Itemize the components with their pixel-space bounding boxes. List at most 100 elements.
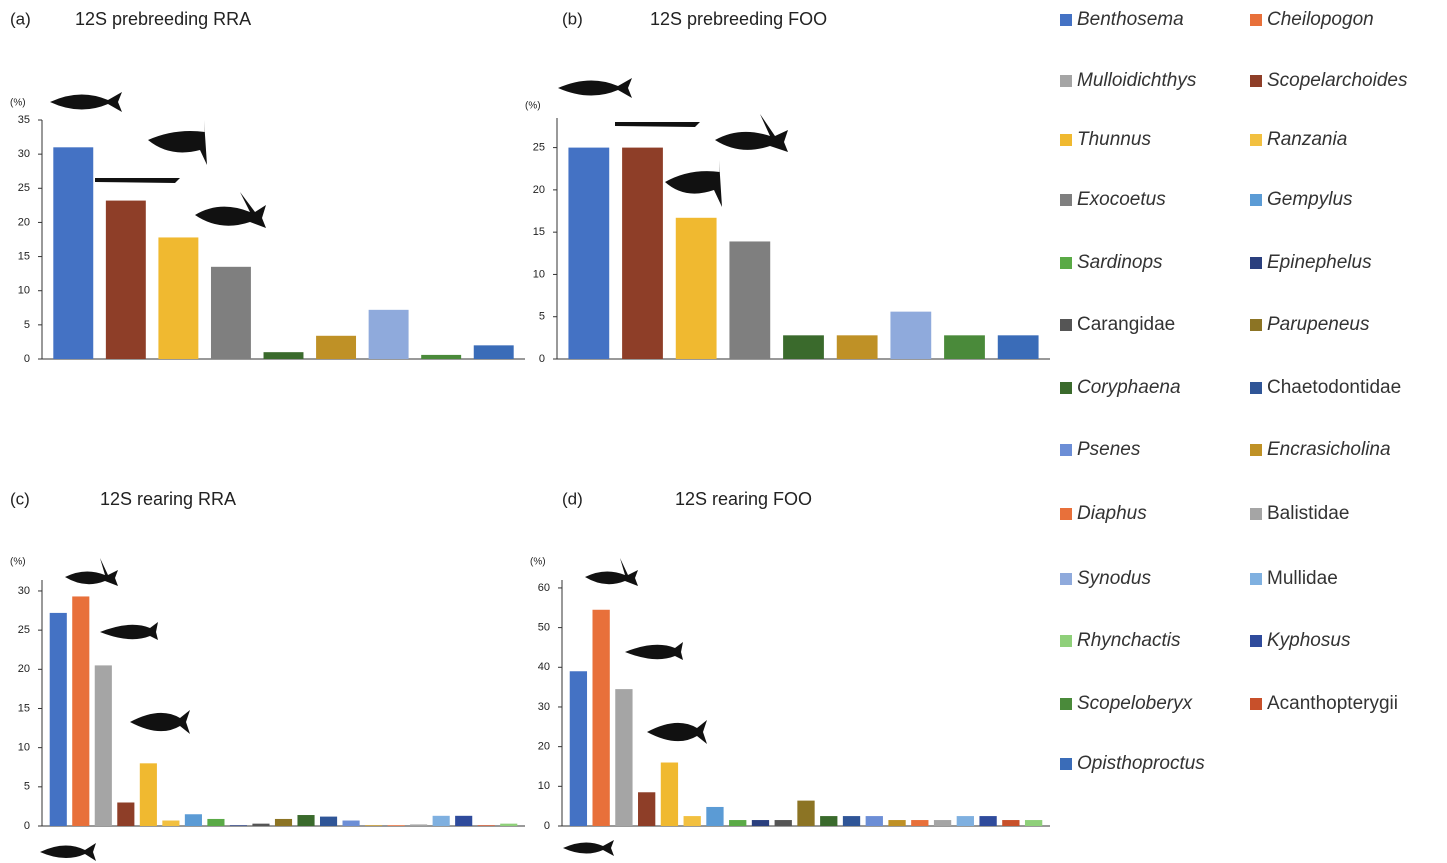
fish-icon: [148, 120, 207, 165]
bar: [432, 815, 450, 826]
legend-label: Coryphaena: [1077, 377, 1181, 398]
legend-swatch: [1250, 75, 1262, 87]
y-tick-label: 0: [539, 353, 545, 365]
y-tick-label: 50: [538, 622, 550, 634]
fish-icon: [50, 92, 122, 112]
bar: [319, 816, 338, 826]
bar: [933, 820, 952, 826]
fish-icon: [65, 558, 118, 586]
legend-label: Thunnus: [1077, 129, 1151, 150]
bar: [274, 818, 293, 826]
legend-swatch: [1250, 635, 1262, 647]
y-tick-label: 20: [18, 663, 30, 675]
legend-swatch: [1060, 698, 1072, 710]
panel-label: (a): [10, 9, 31, 28]
y-tick-label: 10: [533, 268, 545, 280]
legend-label: Mullidae: [1267, 568, 1338, 589]
y-tick-label: 35: [18, 114, 30, 126]
legend-label: Scopelarchoides: [1267, 70, 1408, 91]
legend-swatch: [1060, 75, 1072, 87]
legend-swatch: [1060, 134, 1072, 146]
bar: [139, 763, 157, 826]
panel-label: (c): [10, 489, 30, 508]
y-tick-label: 20: [538, 741, 550, 753]
fish-icon: [95, 178, 180, 183]
legend-swatch: [1060, 194, 1072, 206]
y-tick-label: 60: [538, 582, 550, 594]
bar: [252, 823, 270, 826]
legend-swatch: [1060, 257, 1072, 269]
legend-swatch: [1060, 444, 1072, 456]
legend-label: Mulloidichthys: [1077, 70, 1197, 91]
bar: [410, 824, 428, 826]
chart-title: 12S rearing RRA: [100, 489, 236, 509]
y-tick-label: 0: [24, 820, 30, 832]
legend-swatch: [1250, 319, 1262, 331]
fish-icon: [665, 160, 722, 207]
bar: [316, 335, 357, 359]
bar: [660, 762, 679, 826]
y-tick-label: 30: [18, 585, 30, 597]
bar: [455, 815, 473, 826]
unit-label: (%): [530, 557, 546, 568]
legend-swatch: [1250, 257, 1262, 269]
bar: [675, 217, 717, 359]
bar: [229, 825, 248, 826]
legend-swatch: [1250, 134, 1262, 146]
bar: [911, 820, 929, 826]
bar: [184, 814, 202, 826]
bar: [365, 825, 383, 826]
bar: [997, 335, 1039, 359]
y-tick-label: 25: [533, 142, 545, 154]
fish-icon: [647, 720, 707, 744]
bar: [751, 820, 770, 826]
bar: [888, 820, 906, 826]
chart-title: 12S prebreeding RRA: [75, 9, 251, 29]
y-tick-label: 10: [18, 742, 30, 754]
bar: [1002, 820, 1020, 826]
legend-swatch: [1060, 635, 1072, 647]
y-tick-label: 15: [18, 250, 30, 262]
legend-label: Ranzania: [1267, 129, 1347, 150]
y-tick-label: 0: [24, 353, 30, 365]
bar: [944, 335, 985, 359]
bar: [820, 816, 838, 826]
bar: [387, 825, 405, 826]
legend-swatch: [1060, 508, 1072, 520]
bar: [368, 309, 409, 359]
legend-label: Cheilopogon: [1267, 9, 1374, 30]
y-tick-label: 20: [18, 216, 30, 228]
legend-label: Rhynchactis: [1077, 630, 1181, 651]
legend-label: Sardinops: [1077, 252, 1163, 273]
legend-swatch: [1250, 508, 1262, 520]
legend-swatch: [1060, 573, 1072, 585]
fish-icon: [558, 78, 632, 98]
bar: [49, 612, 67, 826]
legend-swatch: [1250, 444, 1262, 456]
legend-label: Opisthoproctus: [1077, 753, 1205, 774]
bar: [568, 147, 610, 359]
bar: [842, 816, 861, 826]
y-tick-label: 10: [18, 285, 30, 297]
unit-label: (%): [525, 101, 541, 112]
bar: [263, 352, 304, 359]
legend-swatch: [1250, 573, 1262, 585]
bar: [865, 816, 883, 826]
bar: [210, 266, 251, 359]
y-tick-label: 5: [24, 319, 30, 331]
chart-title: 12S rearing FOO: [675, 489, 812, 509]
unit-label: (%): [10, 98, 26, 109]
chart-title: 12S prebreeding FOO: [650, 9, 827, 29]
bar: [53, 147, 94, 359]
fish-icon: [585, 558, 638, 586]
legend-label: Synodus: [1077, 568, 1151, 589]
legend-label: Diaphus: [1077, 503, 1147, 524]
bar: [729, 241, 771, 359]
bar: [638, 792, 656, 826]
legend-swatch: [1250, 14, 1262, 26]
bar: [158, 237, 199, 359]
legend-label: Benthosema: [1077, 9, 1184, 30]
bar: [473, 345, 514, 359]
bar: [162, 820, 180, 826]
